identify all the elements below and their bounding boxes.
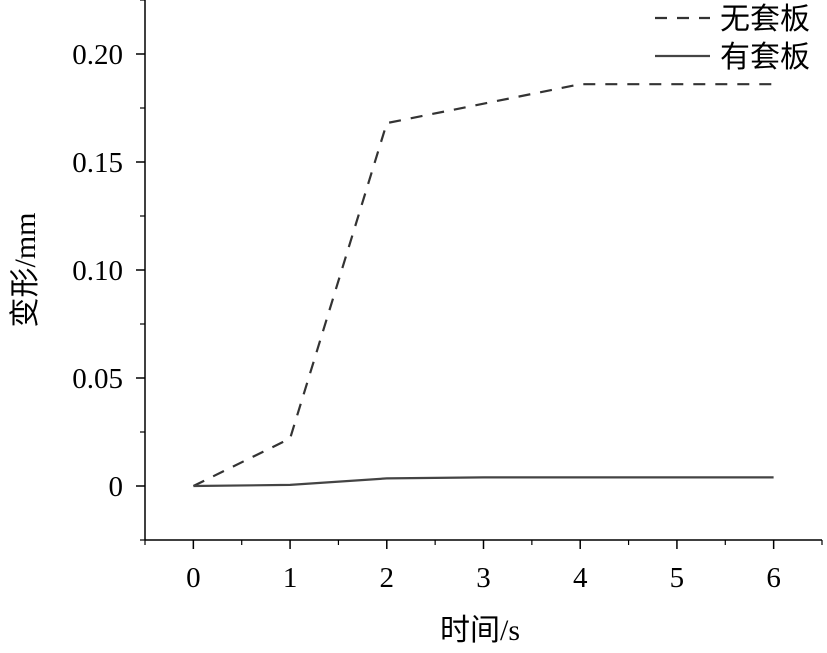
x-tick-label: 1 — [283, 562, 298, 594]
plot-area — [192, 83, 774, 488]
legend-label-2: 有套板 — [720, 41, 810, 74]
x-tick-label: 3 — [476, 562, 491, 594]
legend-label-1: 无套板 — [720, 3, 810, 36]
x-tick-label: 0 — [186, 562, 201, 594]
y-tick-label: 0.05 — [72, 363, 123, 395]
x-axis-title: 时间/s — [440, 614, 520, 647]
series-line-1 — [192, 83, 774, 487]
axes: 0 1 2 3 4 5 6 0 0.05 0.10 0.15 0.20 — [72, 0, 823, 594]
y-axis-title: 变形/mm — [9, 212, 42, 327]
y-tick-label: 0.15 — [72, 147, 123, 179]
x-tick-label: 6 — [766, 562, 781, 594]
x-tick-label: 2 — [380, 562, 395, 594]
y-tick-label: 0.10 — [72, 255, 123, 287]
x-tick-label: 5 — [670, 562, 685, 594]
y-tick-label: 0 — [109, 471, 124, 503]
y-tick-label: 0.20 — [72, 39, 123, 71]
series-line-2 — [193, 476, 774, 488]
x-tick-label: 4 — [573, 562, 588, 594]
